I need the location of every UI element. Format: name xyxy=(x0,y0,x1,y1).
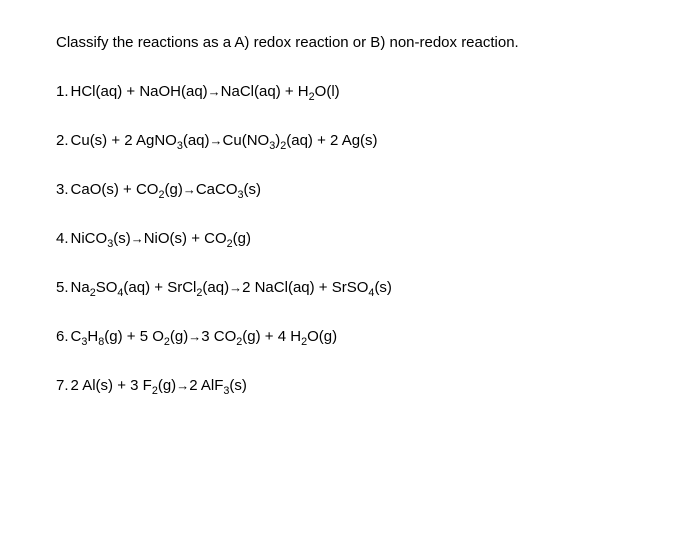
formula-text: (g) xyxy=(104,328,122,345)
formula-text: (aq) xyxy=(183,132,210,149)
formula-text: (g) xyxy=(170,328,188,345)
formula-text: 2 Al(s) xyxy=(71,377,114,394)
equation-4: 4. NiCO3(s) → NiO(s) + CO2(g) xyxy=(56,228,652,249)
formula-text: (aq) xyxy=(202,279,229,296)
formula-text: (aq) xyxy=(123,279,150,296)
formula-text: CaCO xyxy=(196,181,238,198)
formula-text: (s) xyxy=(374,279,392,296)
equation-number: 7. xyxy=(56,375,69,396)
plus-sign: + xyxy=(281,83,298,100)
formula-text: Na xyxy=(71,279,90,296)
formula-text: 2 Ag(s) xyxy=(330,132,378,149)
formula-text: (g) xyxy=(242,328,260,345)
equation-number: 4. xyxy=(56,228,69,249)
formula-text: O(g) xyxy=(307,328,337,345)
formula-text: 2 AlF xyxy=(189,377,223,394)
plus-sign: + xyxy=(107,132,124,149)
formula-text: HCl(aq) xyxy=(71,83,123,100)
formula-text: CO xyxy=(204,230,227,247)
arrow-icon: → xyxy=(183,181,196,199)
equation-2: 2. Cu(s) + 2 AgNO3(aq) → Cu(NO3)2(aq) + … xyxy=(56,130,652,151)
formula-text: O(l) xyxy=(315,83,340,100)
arrow-icon: → xyxy=(210,132,223,150)
equation-3: 3. CaO(s) + CO2(g) → CaCO3(s) xyxy=(56,179,652,200)
formula-text: (s) xyxy=(244,181,262,198)
formula-text: Cu(NO xyxy=(223,132,270,149)
formula-text: (g) xyxy=(164,181,182,198)
plus-sign: + xyxy=(123,328,140,345)
equation-6: 6. C3H8(g) + 5 O2(g) → 3 CO2(g) + 4 H2O(… xyxy=(56,326,652,347)
plus-sign: + xyxy=(119,181,136,198)
formula-text: (s) xyxy=(113,230,131,247)
formula-text: 3 F xyxy=(130,377,152,394)
formula-text: CO xyxy=(136,181,159,198)
formula-text: H xyxy=(298,83,309,100)
arrow-icon: → xyxy=(176,377,189,395)
plus-sign: + xyxy=(261,328,278,345)
equation-list: 1. HCl(aq) + NaOH(aq) → NaCl(aq) + H2O(l… xyxy=(56,81,652,396)
plus-sign: + xyxy=(150,279,167,296)
formula-text: 3 CO xyxy=(201,328,236,345)
equation-1: 1. HCl(aq) + NaOH(aq) → NaCl(aq) + H2O(l… xyxy=(56,81,652,102)
formula-text: NaCl(aq) xyxy=(221,83,281,100)
arrow-icon: → xyxy=(188,328,201,346)
plus-sign: + xyxy=(187,230,204,247)
arrow-icon: → xyxy=(131,230,144,248)
formula-text: CaO(s) xyxy=(71,181,119,198)
formula-text: Cu(s) xyxy=(71,132,108,149)
equation-number: 6. xyxy=(56,326,69,347)
formula-text: 2 AgNO xyxy=(124,132,177,149)
equation-number: 2. xyxy=(56,130,69,151)
plus-sign: + xyxy=(122,83,139,100)
formula-text: (s) xyxy=(229,377,247,394)
formula-text: SrCl xyxy=(167,279,196,296)
equation-5: 5. Na2SO4(aq) + SrCl2(aq) → 2 NaCl(aq) +… xyxy=(56,277,652,298)
equation-number: 3. xyxy=(56,179,69,200)
formula-text: SO xyxy=(96,279,118,296)
plus-sign: + xyxy=(315,279,332,296)
formula-text: C xyxy=(71,328,82,345)
formula-text: 4 H xyxy=(278,328,301,345)
formula-text: NaOH(aq) xyxy=(139,83,207,100)
equation-number: 1. xyxy=(56,81,69,102)
formula-text: (g) xyxy=(158,377,176,394)
plus-sign: + xyxy=(113,377,130,394)
arrow-icon: → xyxy=(208,83,221,101)
formula-text: 2 NaCl(aq) xyxy=(242,279,315,296)
arrow-icon: → xyxy=(229,279,242,297)
equation-number: 5. xyxy=(56,277,69,298)
formula-text: H xyxy=(87,328,98,345)
formula-text: (g) xyxy=(233,230,251,247)
equation-7: 7. 2 Al(s) + 3 F2(g) → 2 AlF3(s) xyxy=(56,375,652,396)
formula-text: NiO(s) xyxy=(144,230,187,247)
formula-text: (aq) xyxy=(286,132,313,149)
formula-text: 5 O xyxy=(140,328,164,345)
instruction-text: Classify the reactions as a A) redox rea… xyxy=(56,32,652,53)
formula-text: NiCO xyxy=(71,230,108,247)
plus-sign: + xyxy=(313,132,330,149)
formula-text: SrSO xyxy=(332,279,369,296)
